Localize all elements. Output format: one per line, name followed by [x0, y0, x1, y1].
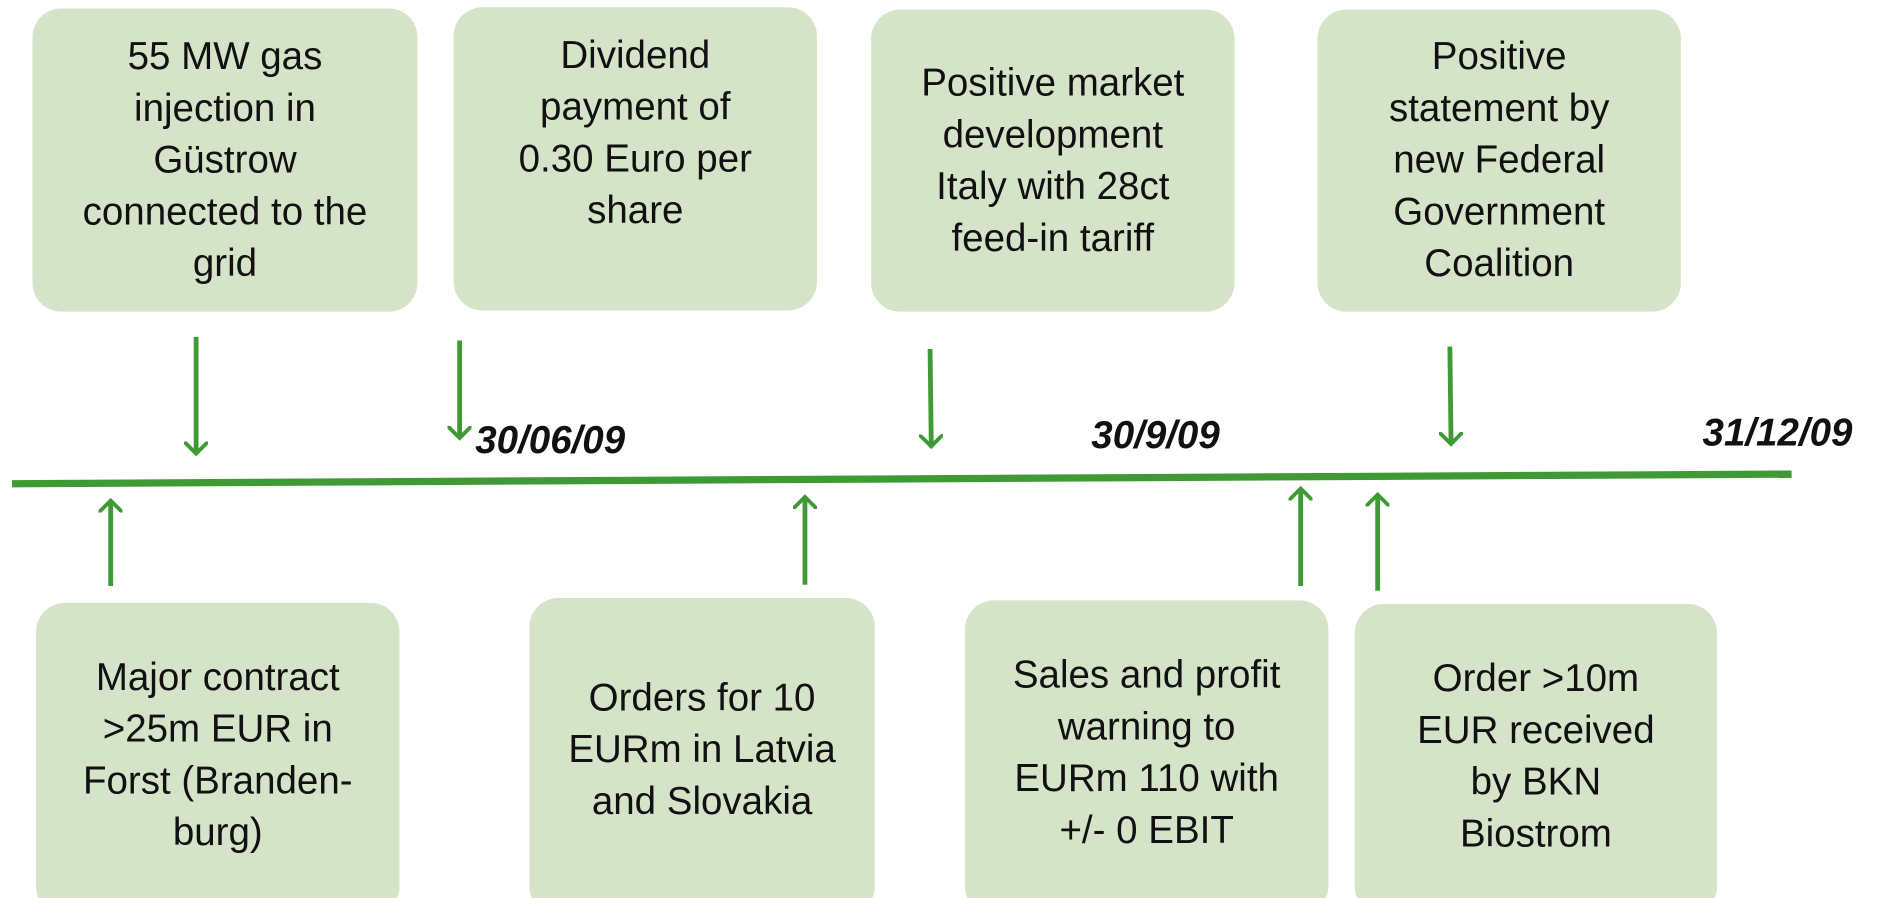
event-box	[36, 602, 400, 898]
event-text: development	[943, 113, 1164, 156]
event-text: EUR received	[1417, 709, 1655, 752]
event-text: Biostrom	[1460, 812, 1612, 855]
event-text: 0.30 Euro per	[519, 137, 752, 180]
event-text: warning to	[1057, 705, 1236, 748]
event-box	[1317, 9, 1681, 312]
event-text: payment of	[540, 86, 731, 129]
event-text: connected to the	[83, 190, 368, 233]
event-text: Order >10m	[1433, 657, 1639, 700]
event-text: share	[587, 189, 683, 232]
event-text: and Slovakia	[592, 780, 813, 823]
event-box	[964, 600, 1329, 898]
event-text: statement by	[1389, 87, 1610, 130]
event-text: injection in	[134, 87, 316, 130]
event-text: Orders for 10	[589, 676, 816, 719]
event-text: grid	[193, 242, 257, 285]
event-text: new Federal	[1393, 139, 1605, 182]
event-text: Coalition	[1424, 242, 1574, 285]
event-text: Forst (Branden-	[83, 759, 353, 802]
event-text: burg)	[173, 811, 263, 854]
date-label: 30/9/09	[1091, 414, 1220, 457]
event-text: Positive market	[921, 62, 1184, 105]
event-text: >25m EUR in	[103, 708, 333, 751]
up-arrows	[111, 489, 1378, 591]
event-box	[529, 598, 875, 898]
event-text: Positive	[1432, 35, 1567, 78]
event-box	[1354, 604, 1717, 898]
event-text: Sales and profit	[1013, 654, 1281, 697]
event-text: Dividend	[560, 34, 710, 77]
arrow	[1450, 346, 1451, 444]
date-label: 30/06/09	[475, 419, 625, 462]
event-text: by BKN	[1471, 761, 1602, 804]
event-box	[453, 7, 817, 311]
event-text: 55 MW gas	[128, 35, 323, 78]
event-text: +/- 0 EBIT	[1059, 809, 1233, 852]
event-text: EURm in Latvia	[568, 728, 836, 771]
event-box	[871, 9, 1235, 312]
event-box	[32, 8, 418, 312]
arrow	[930, 348, 931, 446]
down-arrows	[196, 336, 1451, 454]
date-label: 31/12/09	[1703, 412, 1853, 455]
event-text: feed-in tariff	[951, 217, 1154, 260]
event-text: Italy with 28ct	[936, 165, 1170, 208]
event-text: Major contract	[96, 656, 340, 699]
event-text: Güstrow	[153, 139, 297, 182]
timeline-axis	[12, 470, 1792, 488]
event-text: Government	[1393, 190, 1605, 233]
event-text: EURm 110 with	[1014, 757, 1279, 800]
